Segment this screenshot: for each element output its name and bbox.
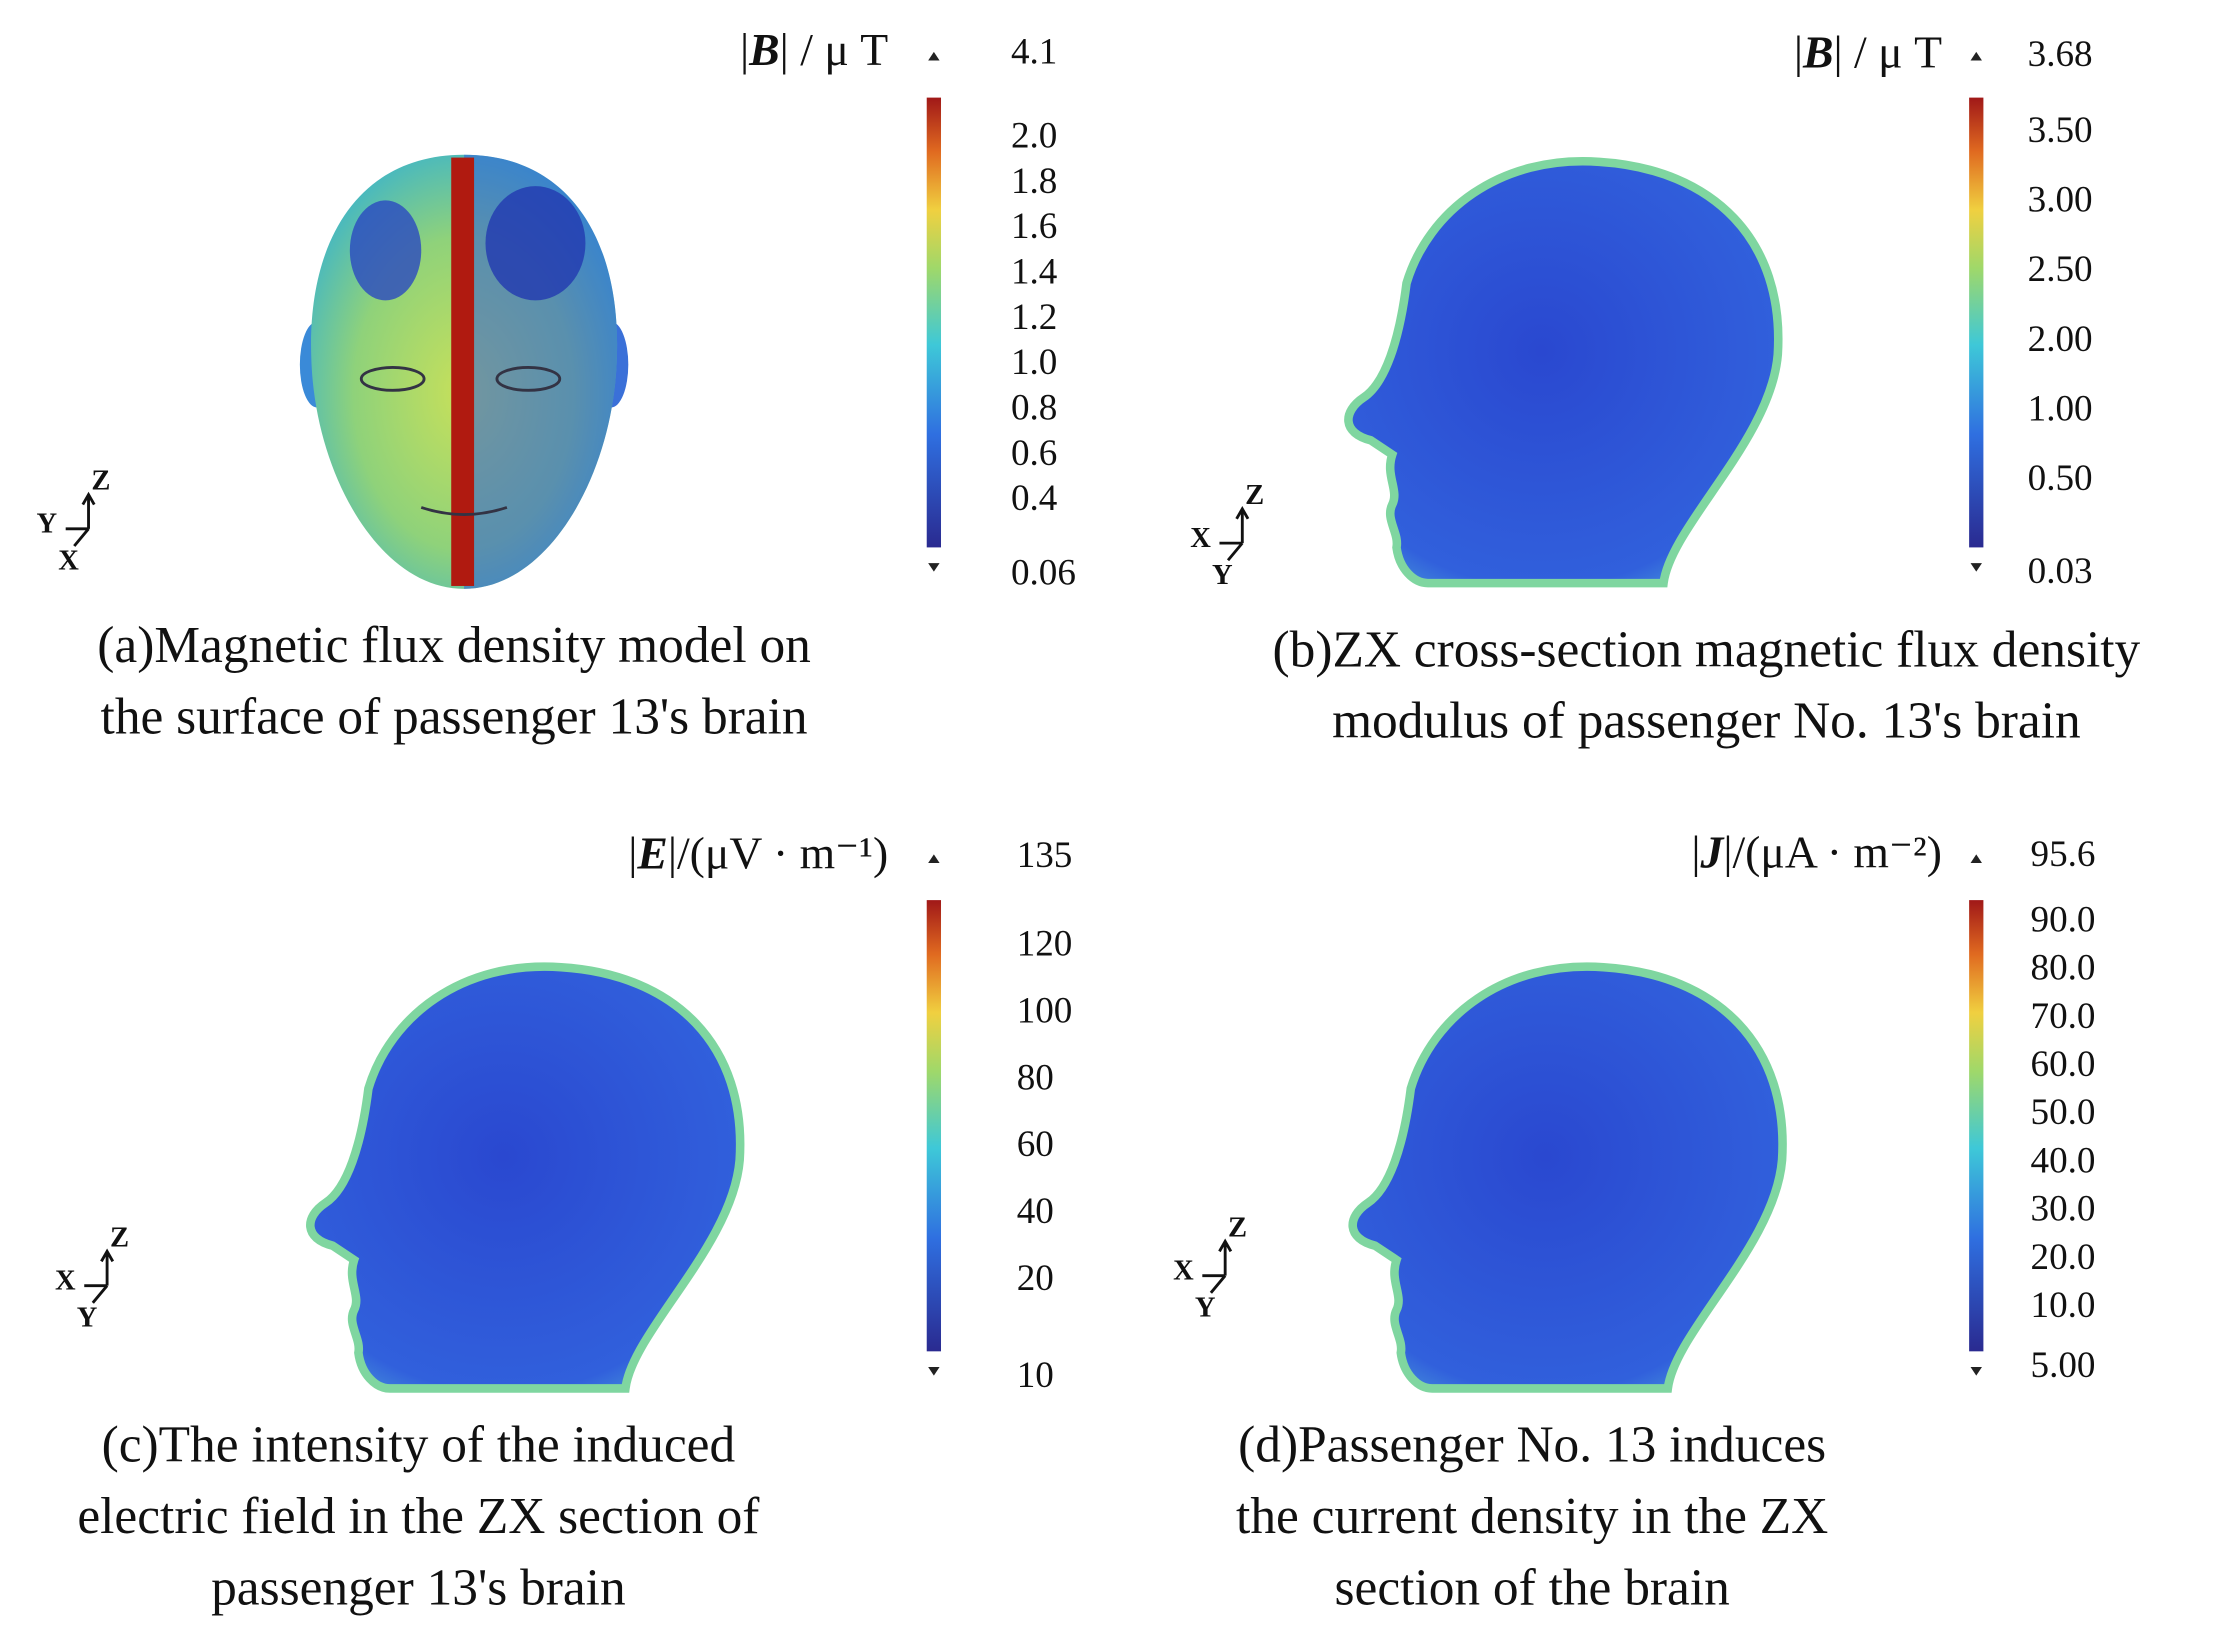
min-arrow <box>928 563 940 572</box>
colorbar-min: 10 <box>1017 1355 1054 1396</box>
unit-symbol: E <box>636 828 667 879</box>
max-arrow <box>1970 854 1982 863</box>
unit-suffix: |/(μA · m⁻²) <box>1723 827 1942 878</box>
colorbar-tick-label: 100 <box>1017 991 1073 1032</box>
caption-line: (b)ZX cross-section magnetic flux densit… <box>1273 621 2141 678</box>
min-arrow <box>1970 1367 1982 1376</box>
unit-suffix: |/(μV · m⁻¹) <box>668 828 888 879</box>
caption-line: (d)Passenger No. 13 induces <box>1238 1417 1826 1474</box>
axis-z: Z <box>91 466 110 497</box>
colorbar <box>1969 97 1984 548</box>
caption-line: (a)Magnetic flux density model on <box>97 617 811 674</box>
colorbar-tick-label: 0.6 <box>1011 433 1057 474</box>
unit-symbol: B <box>1802 27 1833 78</box>
colorbar-max: 135 <box>1017 835 1073 876</box>
unit-prefix: | <box>1794 27 1803 78</box>
axis-h: Y <box>36 509 57 540</box>
colorbar-min: 5.00 <box>2031 1345 2096 1386</box>
caption-line: electric field in the ZX section of <box>77 1488 760 1545</box>
axis-triad <box>65 491 96 547</box>
colorbar-tick-label: 40 <box>1017 1191 1054 1232</box>
colorbar-tick-label: 70.0 <box>2031 996 2096 1037</box>
head-section <box>1353 967 1783 1389</box>
colorbar <box>926 97 942 548</box>
max-arrow <box>928 51 940 61</box>
colorbar-max: 3.68 <box>2028 34 2093 75</box>
colorbar-tick-label: 60 <box>1017 1124 1054 1165</box>
colorbar-tick-label: 1.00 <box>2028 389 2093 430</box>
colorbar-max: 4.1 <box>1011 31 1057 72</box>
colorbar-tick-label: 20.0 <box>2031 1237 2096 1278</box>
unit-suffix: | / μ T <box>1833 27 1942 78</box>
colorbar-tick-label: 0.50 <box>2028 458 2093 499</box>
colorbar-tick-label: 90.0 <box>2031 899 2096 940</box>
axis-triad <box>1202 1238 1233 1294</box>
colorbar-tick-label: 80 <box>1017 1057 1054 1098</box>
unit-prefix: | <box>740 24 749 75</box>
axis-z: Z <box>110 1223 129 1254</box>
head-section <box>1348 161 1778 583</box>
caption-line: section of the brain <box>1335 1559 1730 1616</box>
axis-h: X <box>1190 523 1211 554</box>
min-arrow <box>1970 563 1982 572</box>
unit-label: |E|/(μV · m⁻¹) <box>628 828 888 879</box>
max-arrow <box>1970 51 1982 61</box>
colorbar-tick-label: 1.4 <box>1011 252 1057 293</box>
colorbar <box>926 900 942 1352</box>
colorbar-tick-label: 40.0 <box>2031 1140 2096 1181</box>
colorbar-tick-label: 1.0 <box>1011 342 1057 383</box>
colorbar-tick-label: 1.6 <box>1011 206 1057 247</box>
colorbar-tick-label: 2.0 <box>1011 116 1057 157</box>
colorbar-tick-label: 0.4 <box>1011 478 1057 519</box>
colorbar-max: 95.6 <box>2031 834 2096 875</box>
colorbar-tick-label: 0.8 <box>1011 388 1057 429</box>
colorbar-tick-label: 3.50 <box>2028 110 2093 151</box>
unit-symbol: J <box>1699 827 1725 878</box>
unit-label: |B| / μ T <box>1794 27 1942 78</box>
colorbar-tick-label: 30.0 <box>2031 1189 2096 1230</box>
colorbar-tick-label: 2.00 <box>2028 319 2093 360</box>
axis-triad <box>1219 505 1250 562</box>
max-arrow <box>928 854 940 863</box>
caption-line: passenger 13's brain <box>211 1559 626 1616</box>
colorbar-tick-label: 1.8 <box>1011 161 1057 202</box>
colorbar-tick-label: 80.0 <box>2031 948 2096 989</box>
axis-d: Y <box>1212 560 1233 591</box>
colorbar <box>1969 900 1984 1352</box>
unit-suffix: | / μ T <box>780 24 889 75</box>
axis-d: X <box>58 546 79 577</box>
unit-prefix: | <box>628 828 637 879</box>
min-arrow <box>928 1367 940 1376</box>
caption-line: the surface of passenger 13's brain <box>101 688 808 745</box>
face-model <box>299 154 629 589</box>
caption-line: the current density in the ZX <box>1236 1488 1828 1545</box>
colorbar-min: 0.06 <box>1011 552 1076 593</box>
colorbar-tick-label: 50.0 <box>2031 1092 2096 1133</box>
colorbar-tick-label: 2.50 <box>2028 249 2093 290</box>
unit-symbol: B <box>748 24 779 75</box>
axis-d: Y <box>77 1302 98 1333</box>
unit-label: |J|/(μA · m⁻²) <box>1691 827 1942 878</box>
axis-h: X <box>55 1265 76 1296</box>
axis-z: Z <box>1245 480 1264 511</box>
colorbar-tick-label: 20 <box>1017 1258 1054 1299</box>
unit-prefix: | <box>1691 827 1700 878</box>
axis-h: X <box>1173 1255 1194 1286</box>
colorbar-tick-label: 3.00 <box>2028 180 2093 221</box>
colorbar-tick-label: 1.2 <box>1011 297 1057 338</box>
head-section <box>310 967 740 1389</box>
caption-line: (c)The intensity of the induced <box>102 1417 736 1474</box>
colorbar-min: 0.03 <box>2028 551 2093 592</box>
unit-label: |B| / μ T <box>740 24 888 75</box>
axis-d: Y <box>1195 1292 1216 1323</box>
colorbar-tick-label: 10.0 <box>2031 1285 2096 1326</box>
colorbar-tick-label: 60.0 <box>2031 1044 2096 1085</box>
axis-triad <box>84 1248 115 1304</box>
axis-z: Z <box>1228 1213 1247 1244</box>
caption-line: modulus of passenger No. 13's brain <box>1332 693 2081 750</box>
colorbar-tick-label: 120 <box>1017 924 1073 965</box>
